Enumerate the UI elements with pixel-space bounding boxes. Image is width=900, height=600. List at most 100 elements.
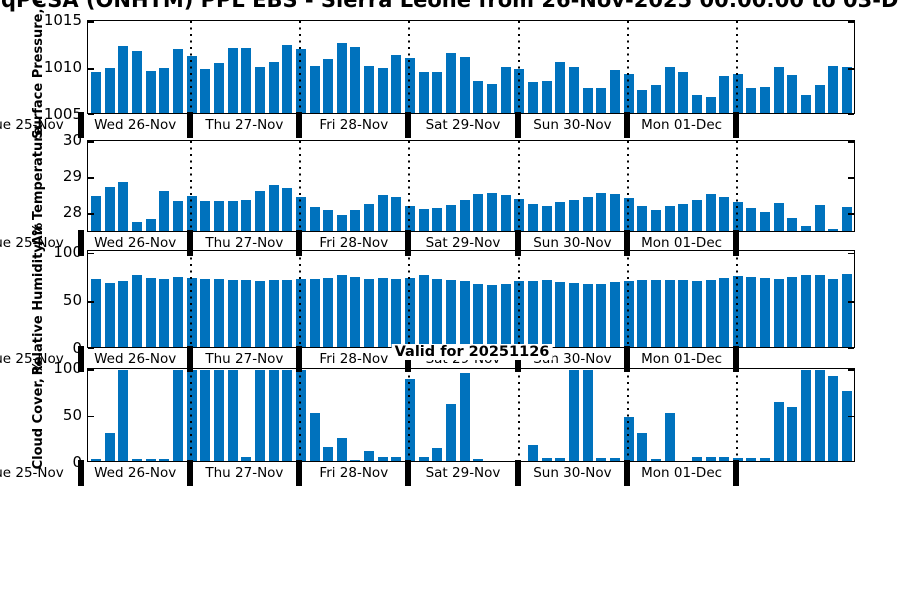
- bar: [691, 94, 702, 113]
- y-tick-label: 1005: [43, 105, 82, 123]
- day-boundary-line: [189, 21, 192, 113]
- day-boundary-line: [517, 141, 520, 231]
- x-label-tue25nov: Tue 25-Nov: [0, 464, 64, 481]
- date-major-tick: [624, 112, 630, 138]
- x-label-day: Sun 30-Nov: [533, 235, 612, 251]
- bar: [336, 275, 347, 347]
- bar: [650, 458, 661, 461]
- bar: [842, 390, 852, 461]
- bar: [609, 194, 620, 231]
- day-boundary-line: [189, 141, 192, 231]
- y-tick-mark-left: [88, 369, 94, 371]
- y-tick-mark-left: [88, 252, 94, 255]
- bar: [159, 278, 170, 347]
- bar: [172, 276, 183, 347]
- bar: [473, 458, 484, 461]
- bar: [254, 370, 265, 461]
- bar: [282, 188, 293, 231]
- day-boundary-line: [408, 251, 411, 347]
- x-label-day: Wed 26-Nov: [94, 117, 177, 133]
- day-boundary-line: [736, 21, 739, 113]
- y-tick-mark-left: [88, 301, 94, 303]
- bar: [568, 370, 579, 461]
- bar: [309, 278, 320, 347]
- plot-box-4: [87, 368, 855, 462]
- x-label-day: Sun 30-Nov: [533, 351, 612, 367]
- bar: [145, 218, 156, 231]
- bar: [268, 370, 279, 461]
- y-tick-mark-right: [848, 252, 854, 255]
- y-tick-label: 0: [72, 339, 82, 357]
- x-label-day: Thu 27-Nov: [205, 464, 284, 481]
- bar: [664, 413, 675, 461]
- bar: [213, 370, 224, 461]
- bar: [159, 68, 170, 113]
- bar: [282, 279, 293, 347]
- bar: [787, 74, 798, 113]
- bar: [364, 451, 375, 461]
- bar: [500, 66, 511, 113]
- bar: [596, 88, 607, 113]
- bar: [104, 433, 115, 461]
- bar: [104, 283, 115, 347]
- bar: [446, 205, 456, 231]
- bar: [760, 211, 771, 231]
- bar: [637, 433, 648, 461]
- date-major-tick: [405, 112, 412, 138]
- bar: [418, 209, 429, 231]
- bar: [459, 56, 470, 113]
- x-label-tue25nov: Tue 25-Nov: [0, 117, 64, 133]
- bar: [582, 88, 593, 113]
- bar: [145, 458, 156, 461]
- bar: [814, 205, 825, 231]
- y-tick-mark-right: [848, 113, 854, 115]
- y-tick-mark-left: [88, 415, 94, 418]
- bar: [391, 279, 402, 347]
- x-label-day: Wed 26-Nov: [94, 351, 177, 367]
- y-tick-mark-left: [88, 460, 94, 462]
- bar: [487, 192, 497, 231]
- bar: [691, 456, 702, 461]
- bar: [500, 194, 511, 231]
- y-tick-mark-right: [848, 301, 854, 303]
- day-boundary-line: [627, 251, 629, 347]
- bar: [432, 208, 443, 231]
- bar: [596, 457, 607, 461]
- bar: [323, 446, 334, 461]
- bar: [459, 200, 470, 231]
- bar: [555, 62, 566, 113]
- y-tick-mark-left: [88, 213, 94, 215]
- date-major-tick: [77, 346, 84, 372]
- date-major-tick: [405, 230, 412, 256]
- bar: [172, 370, 183, 461]
- bar: [664, 279, 675, 347]
- y-tick-label: 29: [62, 167, 82, 186]
- bar: [650, 84, 661, 113]
- bar: [241, 47, 252, 113]
- bar: [528, 445, 538, 461]
- bar: [91, 278, 101, 347]
- y-tick-label: 100: [53, 359, 82, 377]
- bar: [746, 208, 757, 231]
- bar: [691, 281, 702, 347]
- bar: [132, 222, 142, 231]
- date-major-tick: [733, 459, 740, 486]
- bar: [227, 201, 238, 231]
- day-boundary-line: [517, 369, 520, 461]
- day-boundary-line: [299, 251, 302, 347]
- bar: [541, 205, 552, 231]
- bar: [678, 204, 689, 231]
- date-major-tick: [405, 459, 412, 486]
- bar: [391, 54, 402, 113]
- plot-box-3: [87, 250, 855, 349]
- bar: [254, 190, 265, 231]
- y-tick-label: 50: [62, 405, 82, 424]
- bar: [446, 279, 456, 347]
- bar: [596, 283, 607, 347]
- x-label-day: Wed 26-Nov: [94, 235, 177, 251]
- bar: [91, 72, 101, 113]
- bar: [254, 66, 265, 113]
- date-major-tick: [296, 459, 303, 486]
- bar: [350, 276, 361, 347]
- date-major-tick: [296, 346, 303, 372]
